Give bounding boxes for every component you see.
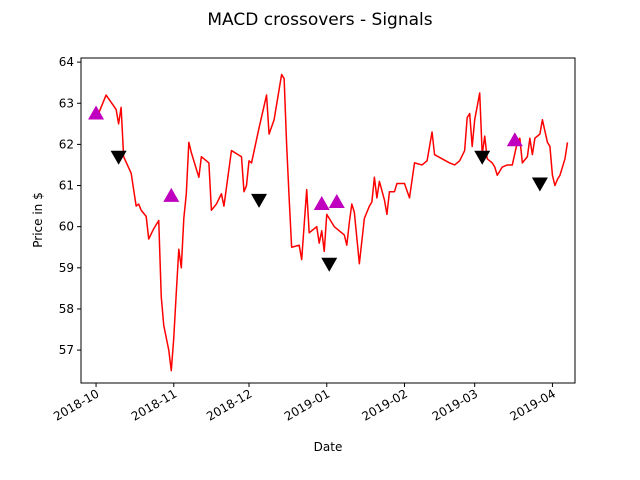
buy-signal-marker [313,196,330,211]
plot-frame [80,57,576,384]
y-tick-label: 61 [59,179,74,193]
y-tick-label: 63 [59,96,74,110]
y-tick-label: 57 [59,343,74,357]
sell-signal-marker [531,177,548,192]
y-tick-label: 60 [59,220,74,234]
sell-signal-marker [251,193,268,208]
buy-signal-marker [328,193,345,208]
y-axis-label: Price in $ [31,192,45,247]
sell-signal-marker [110,150,127,165]
plot-area [81,58,575,383]
y-tick-label: 59 [59,261,74,275]
x-axis-label: Date [314,440,343,454]
y-tick-label: 58 [59,302,74,316]
y-tick-label: 64 [59,55,74,69]
sell-signal-marker [474,150,491,165]
y-tick-label: 62 [59,137,74,151]
chart-title: MACD crossovers - Signals [207,10,432,30]
buy-signal-marker [506,132,523,147]
marks-layer [88,73,569,372]
sell-signal-marker [321,257,338,272]
price-line [97,73,569,372]
buy-signal-marker [163,187,180,202]
axes-layer [80,57,576,384]
buy-signal-marker [88,105,105,120]
